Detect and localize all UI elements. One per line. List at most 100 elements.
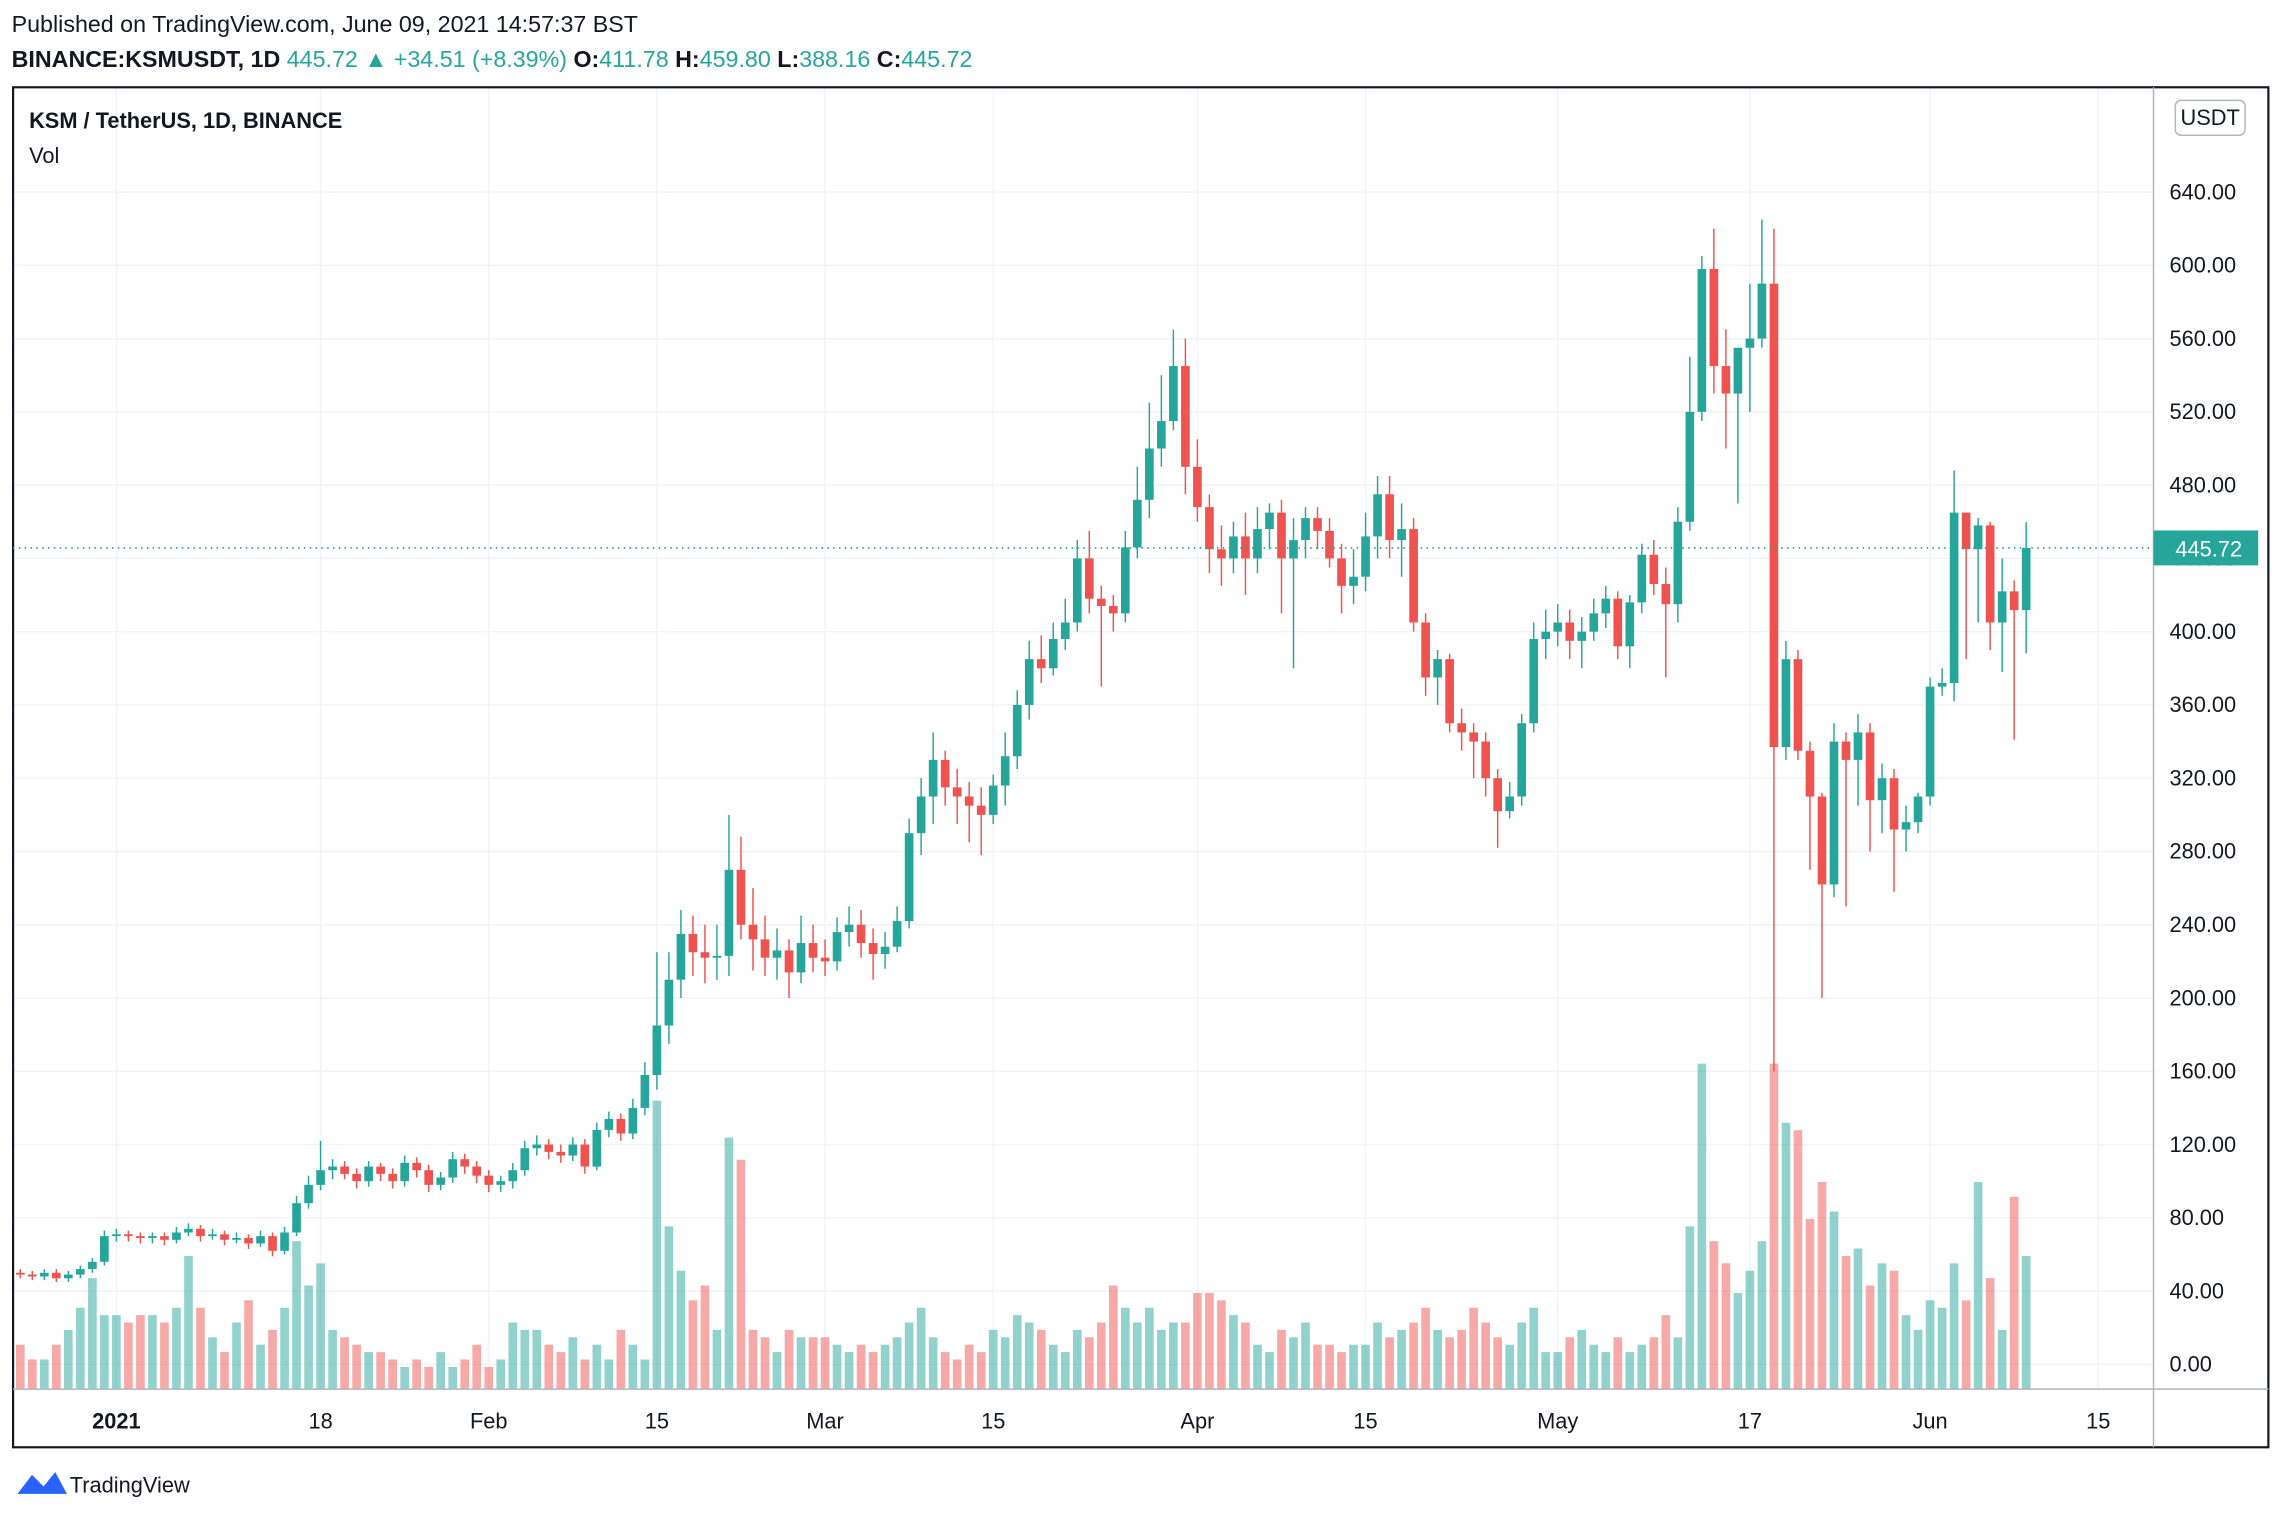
candle-body	[580, 1144, 590, 1167]
candle-body	[1889, 778, 1899, 830]
volume-bar	[964, 1344, 974, 1390]
candle-body	[544, 1144, 554, 1152]
x-tick-label: 15	[2086, 1408, 2110, 1433]
candle-body	[616, 1118, 626, 1134]
candle-body	[1973, 525, 1983, 550]
candle-body	[388, 1173, 397, 1182]
volume-bar	[304, 1285, 313, 1390]
x-tick-label: 18	[308, 1408, 332, 1433]
volume-bar	[1145, 1307, 1154, 1390]
volume-bar	[412, 1359, 421, 1390]
volume-bar	[904, 1322, 914, 1390]
candle-body	[136, 1236, 145, 1238]
candle-body	[15, 1272, 25, 1275]
candle-body	[592, 1129, 602, 1167]
volume-bar	[1229, 1315, 1238, 1390]
currency[interactable]: USDT	[2181, 105, 2240, 130]
candle-body	[1048, 638, 1058, 669]
candle-body	[1769, 283, 1779, 748]
volume-bar	[1613, 1337, 1623, 1390]
candle-body	[760, 939, 770, 958]
volume-bar	[1817, 1181, 1827, 1390]
volume-bar	[15, 1344, 25, 1390]
volume-bar	[1553, 1352, 1563, 1390]
y-tick-label: 480.00	[2169, 472, 2236, 497]
volume-bar	[1193, 1292, 1202, 1390]
candle-body	[1157, 421, 1166, 449]
candle-body	[748, 924, 758, 940]
candle-body	[1036, 659, 1046, 669]
candle-body	[1649, 554, 1659, 585]
brand: TradingView	[70, 1472, 190, 1497]
candle-body	[1313, 518, 1322, 531]
volume-bar	[244, 1300, 253, 1390]
volume-layer	[15, 1063, 2031, 1390]
volume-bar	[952, 1359, 962, 1390]
candle-body	[676, 933, 686, 980]
x-tick-label: May	[1537, 1408, 1578, 1433]
candle-body	[964, 796, 974, 806]
volume-bar	[1589, 1344, 1599, 1390]
volume-bar	[364, 1352, 373, 1390]
volume-bar	[1181, 1322, 1190, 1390]
candle-body	[1793, 659, 1803, 751]
volume-bar	[688, 1300, 698, 1390]
volume-bar	[1697, 1063, 1707, 1390]
last-price-label: 445.72	[2175, 537, 2242, 562]
candle-body	[1949, 512, 1959, 683]
candle-body	[172, 1232, 181, 1240]
volume-bar	[1733, 1292, 1743, 1390]
candle-body	[1541, 631, 1551, 639]
volume-bar	[1997, 1329, 2007, 1390]
candle-body	[568, 1144, 578, 1156]
volume-bar	[64, 1329, 73, 1390]
volume-bar	[376, 1352, 385, 1390]
volume-bar	[856, 1344, 866, 1390]
volume-bar	[1072, 1329, 1082, 1390]
volume-bar	[1673, 1337, 1683, 1390]
candle-body	[1325, 530, 1334, 559]
volume-bar	[1853, 1248, 1863, 1390]
volume-bar	[232, 1322, 241, 1390]
volume-bar	[1637, 1344, 1647, 1390]
pane-border	[11, 86, 2270, 1449]
volume-bar	[1253, 1344, 1262, 1390]
candle-body	[1625, 602, 1635, 647]
volume-bar	[1481, 1322, 1490, 1390]
volume-bar	[568, 1337, 578, 1390]
currency-box[interactable]	[2174, 99, 2246, 136]
candle-body	[1961, 512, 1971, 550]
volume-bar	[604, 1359, 614, 1390]
volume-bar	[1133, 1322, 1142, 1390]
candle-body	[220, 1234, 229, 1240]
volume-bar	[1541, 1352, 1551, 1390]
volume-bar	[2021, 1255, 2031, 1390]
candle-body	[1817, 796, 1827, 885]
volume-bar	[880, 1344, 890, 1390]
volume-bar	[352, 1344, 361, 1390]
candle-body	[184, 1228, 193, 1233]
low-label: L:	[777, 46, 799, 72]
volume-bar	[796, 1337, 806, 1390]
volume-bar	[1937, 1307, 1947, 1390]
candle-body	[1385, 494, 1394, 541]
volume-bar	[832, 1344, 842, 1390]
candle-body	[52, 1272, 61, 1279]
volume-bar	[1289, 1337, 1298, 1390]
volume-bar	[1157, 1329, 1166, 1390]
grid	[13, 87, 2154, 1390]
volume-bar	[1217, 1300, 1226, 1390]
volume-bar	[652, 1100, 662, 1390]
candle-body	[916, 796, 926, 834]
candle-body	[1673, 521, 1683, 605]
candle-body	[1733, 347, 1743, 394]
candle-body	[256, 1236, 265, 1244]
change: +34.51 (+8.39%)	[394, 46, 567, 72]
volume-bar	[160, 1322, 169, 1390]
volume-bar	[700, 1285, 710, 1390]
candle-body	[796, 943, 806, 973]
candle-body	[292, 1203, 301, 1233]
candle-body	[532, 1144, 542, 1149]
volume-bar	[1805, 1218, 1815, 1390]
